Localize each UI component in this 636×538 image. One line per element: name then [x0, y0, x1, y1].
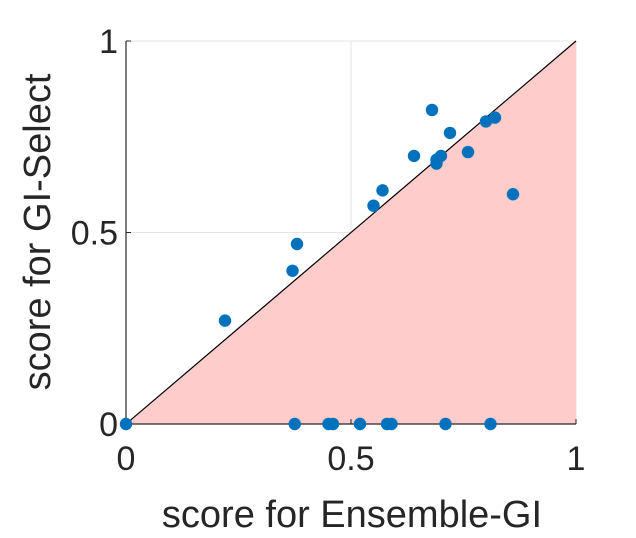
x-tick-label-0: 0 [117, 440, 136, 478]
data-point-2 [286, 264, 299, 277]
y-tick-label-1: 0.5 [71, 215, 118, 253]
data-point-6 [407, 149, 421, 163]
data-point-10 [434, 149, 448, 163]
data-point-1 [218, 314, 232, 327]
x-tick-label-1: 0.5 [327, 440, 374, 478]
data-point-16 [288, 417, 301, 431]
data-point-3 [290, 237, 304, 251]
data-point-18 [326, 417, 340, 431]
x-axis-label: score for Ensemble-GI [162, 494, 542, 536]
data-point-5 [376, 184, 389, 197]
diagonal-line [125, 40, 577, 425]
data-point-12 [461, 145, 475, 159]
y-tick-label-2: 1 [99, 23, 118, 61]
data-point-15 [506, 188, 520, 201]
y-axis-label: score for GI-Select [17, 73, 59, 390]
x-tick-label-2: 1 [567, 440, 586, 478]
data-point-11 [443, 126, 457, 140]
data-point-4 [367, 199, 380, 212]
data-point-21 [385, 417, 398, 431]
data-point-22 [439, 417, 452, 431]
y-tick-label-0: 0 [99, 406, 118, 444]
data-point-23 [484, 417, 497, 431]
data-point-0 [119, 417, 133, 431]
data-point-14 [488, 111, 502, 124]
data-point-7 [425, 103, 439, 117]
data-points [119, 103, 520, 431]
diagonal-y-equals-x [125, 40, 577, 425]
tick-labels: 0 0.5 1 0 0.5 1 [71, 23, 586, 478]
data-point-19 [353, 417, 367, 431]
